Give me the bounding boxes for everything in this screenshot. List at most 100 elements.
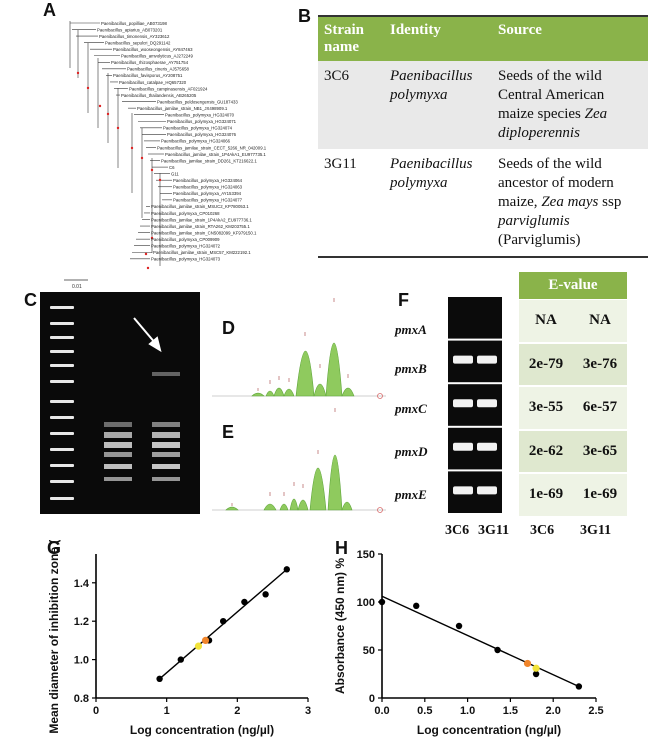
y-axis-label: Absorbance (450 nm) % — [333, 558, 347, 694]
tree-taxon-label: C6 — [169, 165, 175, 170]
gel-lane-label: 3C6 — [445, 523, 470, 538]
evalue-table: NA NA 2e-79 3e-76 3e-55 6e-57 2e-62 3e-65 1e-69 1… — [519, 300, 627, 516]
phylogenetic-tree: Paenibacillus_popilliae_AB073198Paenibac… — [64, 21, 267, 290]
strain-cell: 3G11 — [318, 149, 384, 258]
tree-taxon-label: Paenibacillus_polymyxa_HG324073 — [151, 257, 221, 262]
data-point — [455, 622, 463, 630]
gene-label: pmxD — [395, 444, 428, 459]
evalue-header: E-value — [519, 272, 627, 299]
gel-band — [453, 442, 473, 451]
tree-taxon-label: Paenibacillus_rhizosphaerae_AY751754 — [111, 60, 189, 65]
x-tick-label: 2 — [234, 705, 240, 717]
x-tick-label: 1.0 — [460, 705, 475, 717]
tree-branches — [69, 21, 172, 270]
evalue-cell: 6e-57 — [582, 399, 618, 416]
gel-band — [477, 399, 497, 408]
tree-taxon-label: Paenibacillus_jamilae_strain_MSUC2_KP780… — [151, 204, 249, 209]
evalue-cell: 3e-76 — [582, 355, 618, 372]
evalue-cell: 3e-65 — [582, 442, 618, 459]
panel-label-f: F — [398, 290, 409, 310]
arrow-icon — [133, 317, 162, 353]
gene-label: pmxB — [395, 361, 427, 376]
x-tick-label: 1 — [164, 705, 170, 717]
evalue-header-text: E-value — [548, 277, 598, 293]
header-identity: Identity — [384, 15, 492, 61]
x-tick-label: 0.5 — [417, 705, 432, 717]
gel-image-f — [448, 297, 502, 513]
tree-taxon-label: Paenibacillus_apiarius_AB073201 — [97, 27, 163, 32]
tree-taxon-label: Paenibacillus_jamilae_strain_CECT_5266_N… — [157, 145, 267, 150]
evalue-cell: 3e-55 — [528, 399, 564, 416]
bootstrap-mark — [158, 178, 162, 182]
x-tick-label: 2.5 — [588, 705, 603, 717]
bootstrap-mark — [116, 126, 120, 130]
evalue-cell: NA — [589, 312, 611, 328]
gel-band — [453, 399, 473, 408]
evalue-cell: NA — [535, 312, 557, 328]
y-tick-label: 1.2 — [74, 616, 89, 628]
header-strain-name: Strain name — [318, 15, 384, 61]
tree-taxon-label: Paenibacillus_cineris_AJ575658 — [127, 67, 189, 72]
data-point — [177, 656, 184, 663]
strain-table-header: Strain name Identity Source — [318, 15, 648, 61]
y-tick-label: 1.0 — [74, 655, 89, 667]
tree-taxon-label: Paenibacillus_polymyxa_HG324066 — [161, 139, 231, 144]
sample-lane-1 — [104, 422, 132, 481]
source-cell: Seeds of the wild Central American maize… — [492, 61, 648, 149]
gel-band — [477, 355, 497, 364]
panel-label-g: G — [47, 538, 62, 558]
panel-label-b: B — [298, 6, 311, 26]
evalue-row: 2e-62 3e-65 — [519, 430, 627, 473]
evalue-col-label: 3C6 — [530, 523, 555, 538]
evalue-row: NA NA — [519, 300, 627, 342]
tree-taxon-label: Paenibacillus_campinasensis_AF021924 — [129, 86, 208, 91]
highlight-point — [532, 664, 540, 672]
panel-label-h: H — [335, 538, 348, 558]
gel-band — [453, 486, 473, 495]
scale-bar-label: 0.01 — [72, 284, 82, 290]
tree-taxon-label: G11 — [171, 171, 179, 176]
sample-lane-2 — [152, 372, 180, 481]
identity-cell: Paenibacillus polymyxa — [384, 149, 492, 258]
tree-taxon-label: Paenibacillus_polymyxa_HG324071 — [167, 119, 237, 124]
data-point — [241, 598, 248, 606]
strain-cell: 3C6 — [318, 61, 384, 149]
highlight-point — [194, 642, 203, 650]
gene-label: pmxC — [395, 401, 427, 416]
tree-taxon-label: Paenibacillus_jamilae_strain_1P4AkA2_EU9… — [151, 217, 252, 222]
tree-taxon-label: Paenibacillus_favisporus_AY208751 — [113, 73, 183, 78]
data-point — [575, 683, 583, 690]
tree-taxon-label: Paenibacillus_timonensis_AY323612 — [99, 34, 170, 39]
table-row: 3C6 Paenibacillus polymyxa Seeds of the … — [318, 61, 648, 149]
gel-band — [453, 355, 473, 364]
chromatogram-e — [212, 408, 386, 513]
bootstrap-mark — [98, 104, 102, 108]
tree-taxon-label: Paenibacillus_polymyxa_CP009909 — [151, 237, 220, 242]
gene-label: pmxA — [395, 322, 427, 337]
x-tick-label: 0.0 — [374, 705, 389, 717]
evalue-cell: 1e-69 — [582, 486, 618, 503]
bootstrap-mark — [144, 252, 148, 256]
strain-table: Strain name Identity Source 3C6 Paenibac… — [318, 15, 648, 258]
tree-taxon-label: Paenibacillus_polymyxa_HG324070 — [165, 113, 235, 118]
y-tick-label: 0 — [369, 693, 375, 705]
evalue-row: 3e-55 6e-57 — [519, 387, 627, 429]
tree-taxon-label: Paenibacillus_jamilae_strain_NB1_JX49890… — [137, 106, 228, 111]
evalue-cell: 1e-69 — [528, 486, 564, 503]
panel-label-d: D — [222, 318, 235, 338]
y-tick-label: 100 — [357, 597, 375, 609]
tree-taxon-label: Paenibacillus_catalpae_HQ657320 — [119, 80, 187, 85]
bootstrap-mark — [146, 266, 150, 270]
bootstrap-mark — [140, 156, 144, 160]
gel-band — [477, 486, 497, 495]
panel-label-e: E — [222, 422, 235, 442]
evalue-col-label: 3G11 — [580, 523, 612, 538]
evalue-cell: 2e-62 — [528, 442, 564, 459]
bootstrap-mark — [150, 168, 154, 172]
data-point — [156, 675, 163, 682]
tree-taxon-label: Paenibacillus_polymyxa_HG324074 — [163, 126, 233, 131]
tree-taxon-label: Paenibacillus_jamilae_strain_RTA262_KM20… — [151, 224, 250, 229]
data-point — [413, 602, 420, 610]
tree-taxon-label: Paenibacillus_amvolyticus_AJ272249 — [121, 54, 194, 59]
bootstrap-mark — [76, 71, 80, 75]
